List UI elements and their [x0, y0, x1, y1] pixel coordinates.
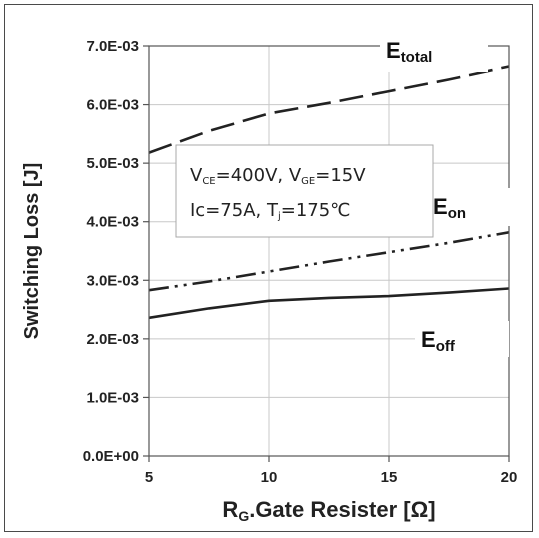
switching-loss-chart: 5 10 15 20 0.0E+00 1.0E-03 2.0E-03 3.0E-03 4.0E-… [21, 32, 518, 524]
series-line-on [148, 231, 510, 292]
x-tick-label-3: 20 [501, 469, 518, 486]
conditions-subscript: j [277, 211, 281, 222]
conditions-line-2: Ic=75A, Tj=175℃ [190, 200, 350, 222]
series-label-sub: on [448, 205, 466, 222]
conditions-text: =15V [315, 165, 366, 186]
series-label-bg-total [380, 32, 488, 72]
series-line-off [148, 287, 510, 320]
y-tick-label-7: 7.0E-03 [86, 38, 139, 55]
series-label-sub: off [436, 338, 456, 355]
y-tick-label-5: 5.0E-03 [86, 155, 139, 172]
x-tick-label-2: 15 [381, 469, 398, 486]
series-label-sub: total [401, 49, 433, 66]
series-label-bg-off [415, 321, 509, 357]
chart-frame: 5 10 15 20 0.0E+00 1.0E-03 2.0E-03 3.0E-03 4.0E-… [4, 4, 533, 532]
series-label-total: Etotal [386, 38, 432, 66]
series-label-bg-on [427, 188, 513, 226]
y-axis-label: Switching Loss [J] [21, 163, 43, 340]
x-tick-label-1: 10 [261, 469, 278, 486]
conditions-line-1: VCE=400V, VGE=15V [190, 165, 366, 187]
conditions-subscript: GE [301, 176, 315, 187]
series-label-main: E [421, 327, 436, 352]
conditions-text: =175℃ [281, 200, 351, 221]
series-label-on: Eon [433, 194, 466, 222]
series-line-total [148, 65, 510, 154]
conditions-box [175, 144, 434, 238]
x-axis-label-main: R [222, 497, 238, 522]
conditions-text: V [190, 165, 203, 186]
plot-border [148, 45, 510, 457]
y-tick-label-0: 0.0E+00 [83, 448, 139, 465]
x-axis-label-rest: .Gate Resister [Ω] [249, 497, 435, 522]
y-tick-label-1: 1.0E-03 [86, 389, 139, 406]
series-label-main: E [386, 38, 401, 63]
series-label-main: E [433, 194, 448, 219]
x-axis-label: RG.Gate Resister [Ω] [222, 497, 435, 524]
conditions-text: =400V, V [216, 165, 302, 186]
x-tick-label-0: 5 [145, 469, 153, 486]
y-tick-label-3: 3.0E-03 [86, 272, 139, 289]
series-label-off: Eoff [421, 327, 456, 355]
x-axis-label-sub: G [238, 508, 249, 524]
plot-area [149, 46, 509, 456]
y-tick-label-2: 2.0E-03 [86, 331, 139, 348]
conditions-text: Ic=75A, T [190, 200, 279, 221]
y-tick-label-6: 6.0E-03 [86, 97, 139, 114]
y-tick-label-4: 4.0E-03 [86, 214, 139, 231]
conditions-subscript: CE [202, 176, 215, 187]
